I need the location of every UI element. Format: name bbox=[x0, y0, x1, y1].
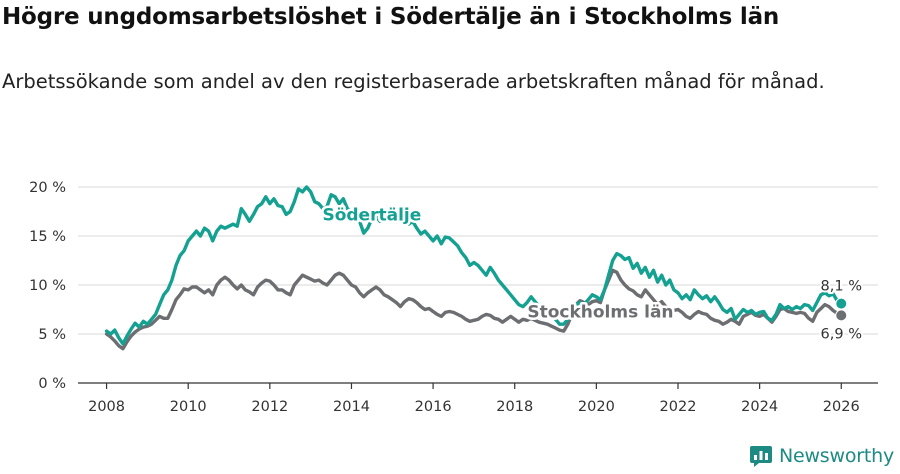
x-tick-label: 2018 bbox=[496, 399, 533, 415]
end-point-stockholm bbox=[835, 309, 848, 322]
x-tick-label: 2012 bbox=[251, 399, 288, 415]
page-subtitle: Arbetssökande som andel av den registerb… bbox=[2, 70, 825, 93]
newsworthy-logo: Newsworthy bbox=[749, 444, 894, 468]
y-tick-label: 5 % bbox=[38, 327, 66, 343]
series-label-sodertalje: Södertälje bbox=[322, 205, 421, 225]
series-lines bbox=[104, 185, 843, 351]
y-tick-label: 0 % bbox=[38, 376, 66, 392]
end-point-sodertalje bbox=[835, 297, 848, 310]
page-title: Högre ungdomsarbetslöshet i Södertälje ä… bbox=[2, 4, 780, 30]
y-tick-label: 15 % bbox=[29, 229, 66, 245]
x-tick-label: 2016 bbox=[415, 399, 452, 415]
y-axis-tick-labels: 0 % 5 % 10 % 15 % 20 % bbox=[29, 180, 66, 392]
series-label-stockholm: Stockholms län bbox=[527, 302, 673, 322]
x-tick-label: 2010 bbox=[170, 399, 207, 415]
brand-name: Newsworthy bbox=[778, 445, 894, 467]
series-line-stockholm bbox=[104, 268, 843, 351]
x-tick-label: 2022 bbox=[660, 399, 697, 415]
series-annotations: Södertälje Stockholms län 8,1 % 6,9 % bbox=[320, 203, 864, 345]
y-tick-label: 20 % bbox=[29, 180, 66, 196]
newsworthy-logo-icon bbox=[749, 446, 772, 467]
x-axis: 2008 2010 2012 2014 2016 2018 2020 2022 2024 2026 bbox=[78, 382, 878, 415]
x-tick-label: 2014 bbox=[333, 399, 370, 415]
series-line-sodertalje bbox=[104, 185, 843, 346]
x-tick-label: 2024 bbox=[741, 399, 778, 415]
x-tick-label: 2026 bbox=[823, 399, 860, 415]
y-tick-label: 10 % bbox=[29, 278, 66, 294]
end-label-stockholm: 6,9 % bbox=[821, 326, 862, 342]
end-label-sodertalje: 8,1 % bbox=[821, 279, 862, 295]
x-tick-label: 2008 bbox=[88, 399, 125, 415]
x-tick-label: 2020 bbox=[578, 399, 615, 415]
